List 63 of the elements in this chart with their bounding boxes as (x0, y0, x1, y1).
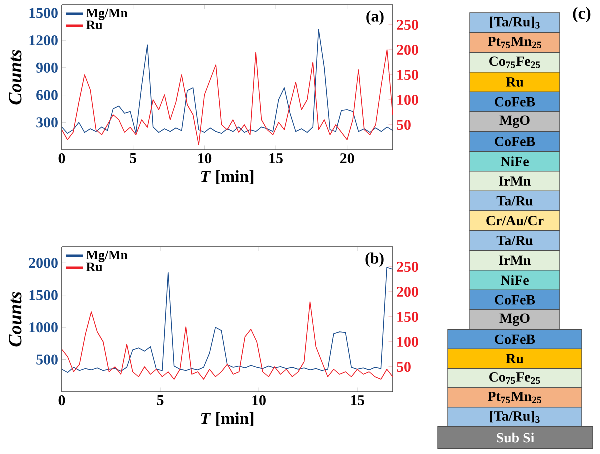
category-label: NiFe (500, 156, 529, 166)
y2-tick-label: 100 (398, 94, 418, 106)
category-label: Pt$_{75}$Mn$_{25}$ (488, 36, 542, 48)
y2-tick-label: 200 (397, 286, 418, 298)
x-axis-title: T [min] (201, 412, 254, 426)
category-label: Co$_{75}$Fe$_{25}$ (490, 372, 540, 384)
y-tick-label: 1200 (30, 36, 58, 46)
chart-title: (a) (366, 10, 384, 26)
y-axis-title: Counts (9, 292, 22, 347)
x-tick-label: 20 (340, 154, 354, 164)
x-tick-label: 15 (270, 154, 283, 164)
line-series (62, 29, 394, 134)
x-tick-label: 10 (198, 154, 212, 164)
category-label: MgO (500, 314, 530, 326)
line-series (62, 302, 394, 380)
category-label: Sub Si (497, 432, 534, 443)
y2-tick-label: 250 (397, 20, 418, 30)
category-label: NiFe (500, 275, 529, 286)
category-label: MgO (500, 116, 530, 128)
chart-title: (b) (366, 252, 384, 268)
x-tick-label: 15 (351, 396, 364, 406)
legend-label: Ru (86, 20, 102, 30)
category-label: Ru (506, 354, 524, 364)
category-label: Co$_{75}$Fe$_{25}$ (490, 56, 540, 68)
x-tick-label: 10 (252, 396, 266, 406)
y2-tick-label: 150 (398, 70, 418, 80)
y-tick-label: 300 (36, 118, 58, 128)
y2-tick-label: 200 (397, 44, 418, 56)
y-axis-title: Counts (9, 50, 22, 105)
category-label: Pt$_{75}$Mn$_{25}$ (488, 392, 542, 404)
y2-tick-label: 100 (398, 336, 418, 348)
y-tick-label: 900 (36, 62, 58, 73)
y-tick-label: 1000 (30, 322, 58, 333)
category-label: Cr/Au/Cr (486, 216, 544, 226)
category-label: CoFeB (495, 97, 536, 107)
x-tick-label: 0 (58, 396, 66, 406)
legend-label: Mg/Mn (86, 8, 128, 20)
category-label: IrMn (499, 176, 532, 186)
y-tick-label: 1500 (30, 8, 58, 18)
x-tick-label: 0 (58, 154, 66, 164)
category-label: CoFeB (495, 137, 536, 146)
y-tick-label: 1500 (30, 290, 58, 300)
category-label: Ru (506, 78, 524, 87)
y-tick-label: 600 (36, 90, 58, 100)
y2-tick-label: 50 (397, 362, 411, 372)
category-label: Ta/Ru (496, 236, 533, 246)
category-label: CoFeB (495, 334, 536, 344)
category-label: IrMn (499, 256, 532, 266)
category-label: CoFeB (495, 295, 536, 305)
y-tick-label: 2000 (29, 258, 58, 268)
category-label: Ta/Ru (496, 196, 533, 206)
legend-label: Ru (86, 262, 102, 272)
x-axis-title: T [min] (201, 170, 254, 184)
category-label: [Ta/Ru]$_{3}$ (490, 411, 540, 424)
y2-tick-label: 50 (397, 120, 411, 130)
y2-tick-label: 150 (398, 312, 418, 322)
text: (c) (573, 7, 591, 23)
y-tick-label: 500 (36, 354, 58, 365)
x-tick-label: 5 (157, 396, 164, 406)
y2-tick-label: 250 (397, 262, 418, 272)
legend-label: Mg/Mn (86, 250, 128, 262)
x-tick-label: 5 (130, 154, 137, 164)
category-label: [Ta/Ru]$_{3}$ (490, 16, 540, 29)
